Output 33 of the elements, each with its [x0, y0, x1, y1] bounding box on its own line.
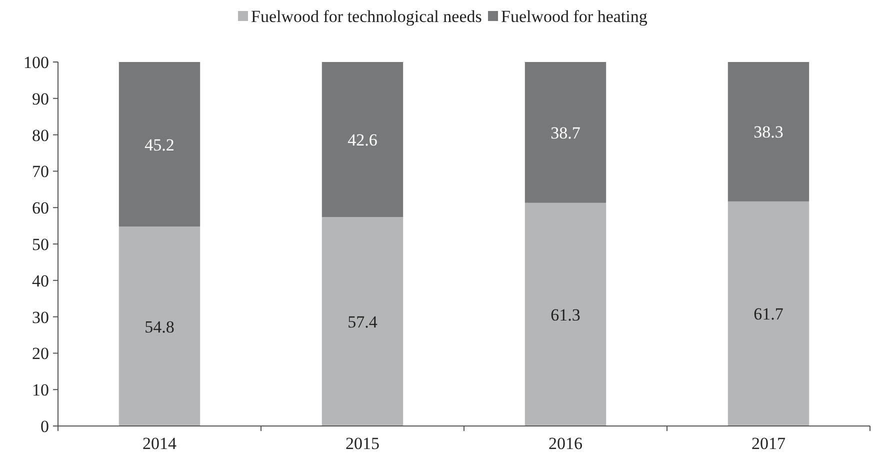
y-tick-label: 50 [32, 235, 49, 254]
data-label: 61.3 [550, 305, 580, 324]
bar [728, 62, 810, 202]
x-tick-label: 2017 [752, 434, 786, 453]
data-label: 57.4 [348, 312, 378, 332]
data-label: 42.6 [348, 130, 378, 150]
bar [322, 217, 404, 426]
y-tick-label: 10 [32, 380, 49, 400]
bar [524, 62, 606, 203]
y-tick-label: 30 [32, 308, 49, 327]
data-label: 38.3 [754, 122, 784, 142]
legend-label: Fuelwood for technological needs [251, 7, 482, 26]
y-tick-label: 80 [32, 126, 49, 145]
data-label: 38.7 [550, 123, 581, 142]
data-label: 54.8 [144, 317, 174, 336]
bar [322, 62, 404, 218]
y-tick-label: 100 [24, 53, 49, 72]
data-label: 61.7 [754, 304, 784, 324]
y-tick-label: 60 [32, 198, 49, 218]
bar [728, 201, 810, 426]
data-label: 45.2 [144, 135, 174, 154]
bar [524, 202, 606, 426]
y-tick-label: 0 [40, 417, 49, 436]
bar [118, 62, 200, 227]
y-tick-label: 20 [32, 344, 49, 364]
x-tick-label: 2015 [346, 434, 380, 453]
y-tick-label: 40 [32, 271, 49, 290]
x-tick-label: 2016 [548, 434, 582, 453]
x-tick-label: 2014 [142, 434, 177, 453]
legend-label: Fuelwood for heating [501, 7, 648, 26]
y-tick-label: 90 [32, 89, 49, 108]
bar [118, 226, 200, 426]
y-tick-label: 70 [32, 162, 49, 182]
